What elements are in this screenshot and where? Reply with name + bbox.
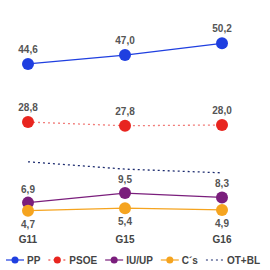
marker	[22, 58, 34, 70]
marker	[216, 191, 228, 203]
chart: 44,6 47,0 50,2 28,8 27,8 28,0 6,9 9,5 8,3 4,7 5,4 4…	[0, 0, 270, 270]
data-label: 4,7	[21, 219, 35, 230]
data-label: 28,8	[18, 102, 38, 113]
data-label: 4,9	[215, 218, 229, 229]
marker	[216, 37, 228, 49]
data-label: 9,5	[118, 174, 132, 185]
legend-marker	[54, 257, 61, 264]
data-label: 44,6	[18, 44, 38, 55]
marker	[119, 120, 131, 132]
marker	[216, 119, 228, 131]
legend-line	[206, 259, 224, 260]
x-tick-label: G15	[116, 234, 135, 245]
marker	[22, 116, 34, 128]
data-label: 27,8	[115, 106, 135, 117]
legend-label: IU/UP	[126, 255, 153, 266]
x-tick-label: G16	[213, 234, 232, 245]
labels: 44,6 47,0 50,2 28,8 27,8 28,0 6,9 9,5 8,3 4,7 5,4 4…	[18, 23, 232, 245]
data-label: 6,9	[21, 184, 35, 195]
marker	[119, 49, 131, 61]
marker	[216, 204, 228, 216]
data-label: 5,4	[118, 216, 132, 227]
legend: PP PSOE IU/UP C´s OT+BL	[6, 255, 260, 266]
data-label: 28,0	[212, 105, 232, 116]
marker	[22, 205, 34, 217]
marker	[119, 187, 131, 199]
marker	[119, 202, 131, 214]
legend-label: OT+BL	[227, 255, 260, 266]
data-label: 8,3	[215, 178, 229, 189]
legend-label: C´s	[182, 255, 199, 266]
legend-label: PSOE	[69, 255, 97, 266]
data-label: 47,0	[115, 35, 135, 46]
legend-marker	[166, 257, 173, 264]
data-label: 50,2	[212, 23, 232, 34]
series-line	[28, 43, 222, 64]
series-line	[28, 162, 222, 173]
x-tick-label: G11	[19, 234, 38, 245]
legend-marker	[111, 257, 118, 264]
legend-marker	[12, 257, 19, 264]
legend-label: PP	[27, 255, 41, 266]
plot-area	[22, 37, 228, 216]
